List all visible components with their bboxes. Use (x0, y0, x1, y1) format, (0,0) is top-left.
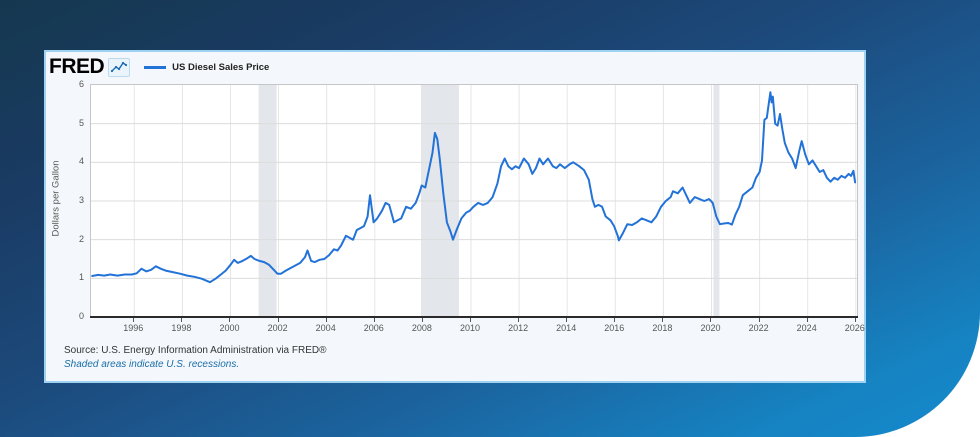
x-axis-tick (133, 318, 135, 322)
x-axis-tick (518, 318, 520, 322)
x-tick-label: 2026 (844, 323, 865, 333)
x-tick-label: 1998 (171, 323, 192, 333)
x-tick-label: 2000 (219, 323, 240, 333)
fred-sparkline-icon (108, 57, 131, 77)
x-tick-label: 2012 (508, 323, 529, 333)
diesel-price-chart (91, 85, 857, 317)
x-axis-tick (662, 318, 664, 322)
x-axis-tick (181, 318, 183, 322)
y-tick-label: 4 (78, 156, 84, 167)
x-tick-label: 2010 (459, 323, 480, 333)
y-tick-label: 1 (78, 272, 84, 283)
x-axis-tick (710, 318, 712, 322)
fred-chart-card: FRED US Diesel Sales Price Dollars per G… (44, 50, 866, 383)
x-tick-label: 1996 (123, 323, 144, 333)
y-tick-label: 6 (78, 79, 84, 89)
x-tick-label: 2022 (748, 323, 769, 333)
source-text: Source: U.S. Energy Information Administ… (64, 345, 327, 356)
x-tick-label: 2014 (556, 323, 577, 333)
x-axis-tick (806, 318, 808, 322)
x-tick-label: 2006 (363, 323, 384, 333)
x-tick-label: 2016 (604, 323, 625, 333)
plot-area (90, 84, 858, 317)
chart-legend: US Diesel Sales Price (144, 62, 269, 73)
x-axis-tick (854, 318, 856, 322)
x-axis-tick (614, 318, 616, 322)
y-tick-label: 5 (78, 117, 84, 128)
x-axis-line (90, 316, 858, 318)
x-tick-label: 2008 (411, 323, 432, 333)
recession-note-link[interactable]: Shaded areas indicate U.S. recessions. (64, 359, 240, 370)
x-tick-label: 2002 (267, 323, 288, 333)
x-tick-label: 2004 (315, 323, 336, 333)
legend-series-label: US Diesel Sales Price (172, 61, 270, 73)
chart-footer: Source: U.S. Energy Information Administ… (64, 344, 326, 372)
diesel-price-line (91, 91, 857, 284)
x-axis-tick (566, 318, 568, 322)
x-axis-tick (277, 318, 279, 322)
x-axis-tick (421, 318, 423, 322)
x-tick-label: 2024 (796, 323, 817, 333)
y-tick-label: 0 (78, 311, 84, 321)
y-tick-label: 3 (78, 195, 84, 205)
x-axis-tick (325, 318, 327, 322)
fred-logo: FRED (49, 55, 105, 78)
x-axis-tick (373, 318, 375, 322)
x-axis-tick (758, 318, 760, 322)
x-axis-tick (229, 318, 231, 322)
y-tick-label: 2 (78, 233, 84, 244)
legend-line-swatch (144, 65, 167, 69)
x-tick-label: 2018 (652, 323, 673, 333)
x-axis-tick (469, 318, 471, 322)
x-tick-label: 2020 (700, 323, 721, 333)
chart-header: FRED US Diesel Sales Price (49, 56, 269, 78)
